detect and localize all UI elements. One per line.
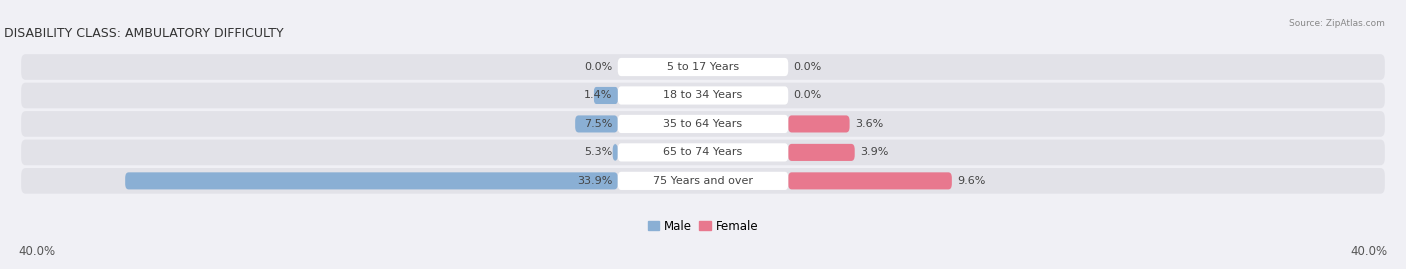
Text: 75 Years and over: 75 Years and over <box>652 176 754 186</box>
FancyBboxPatch shape <box>21 140 1385 165</box>
Text: 7.5%: 7.5% <box>585 119 613 129</box>
FancyBboxPatch shape <box>21 83 1385 108</box>
FancyBboxPatch shape <box>125 172 617 189</box>
FancyBboxPatch shape <box>617 115 789 133</box>
FancyBboxPatch shape <box>617 86 789 105</box>
Text: 9.6%: 9.6% <box>957 176 986 186</box>
FancyBboxPatch shape <box>575 115 617 132</box>
FancyBboxPatch shape <box>21 111 1385 137</box>
Text: 65 to 74 Years: 65 to 74 Years <box>664 147 742 157</box>
FancyBboxPatch shape <box>617 143 789 161</box>
Text: 5.3%: 5.3% <box>585 147 613 157</box>
FancyBboxPatch shape <box>593 87 617 104</box>
FancyBboxPatch shape <box>21 168 1385 194</box>
Text: 0.0%: 0.0% <box>793 62 821 72</box>
Text: DISABILITY CLASS: AMBULATORY DIFFICULTY: DISABILITY CLASS: AMBULATORY DIFFICULTY <box>4 27 284 40</box>
Text: 0.0%: 0.0% <box>793 90 821 101</box>
Text: 3.9%: 3.9% <box>860 147 889 157</box>
FancyBboxPatch shape <box>617 172 789 190</box>
FancyBboxPatch shape <box>21 54 1385 80</box>
Text: 35 to 64 Years: 35 to 64 Years <box>664 119 742 129</box>
Text: 1.4%: 1.4% <box>585 90 613 101</box>
Text: 0.0%: 0.0% <box>585 62 613 72</box>
Text: 5 to 17 Years: 5 to 17 Years <box>666 62 740 72</box>
Text: Source: ZipAtlas.com: Source: ZipAtlas.com <box>1289 19 1385 28</box>
FancyBboxPatch shape <box>789 172 952 189</box>
Text: 40.0%: 40.0% <box>1351 245 1388 258</box>
FancyBboxPatch shape <box>617 58 789 76</box>
Legend: Male, Female: Male, Female <box>648 220 758 233</box>
Text: 33.9%: 33.9% <box>578 176 613 186</box>
FancyBboxPatch shape <box>789 144 855 161</box>
Text: 40.0%: 40.0% <box>18 245 55 258</box>
Text: 3.6%: 3.6% <box>855 119 883 129</box>
Text: 18 to 34 Years: 18 to 34 Years <box>664 90 742 101</box>
FancyBboxPatch shape <box>789 115 849 132</box>
FancyBboxPatch shape <box>613 144 617 161</box>
